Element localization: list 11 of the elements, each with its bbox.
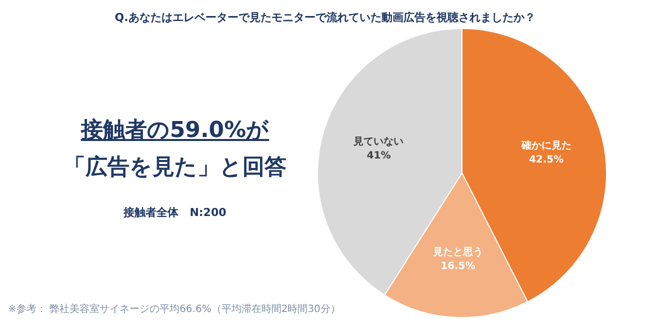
data-label: 41% <box>366 150 391 162</box>
slice-label: 見ていない <box>352 135 404 148</box>
slice-label: 見たと思う <box>432 246 483 258</box>
slice-label: 確かに見た <box>520 139 572 152</box>
text: 接触者の59.0%が <box>80 117 270 145</box>
data-label: 16.5% <box>440 261 476 272</box>
text: 「広告を見た」と回答 <box>62 154 288 182</box>
text: 接触者全体 N:200 <box>122 205 228 220</box>
text: ※参考： 弊社美容室サイネージの平均66.6%（平均滞在時間2時間30分） <box>8 302 340 316</box>
data-label: 42.5% <box>528 154 564 166</box>
chart-title: Q.あなたはエレベーターで見たモニターで流れていた動画広告を視聴されましたか？ <box>114 10 536 25</box>
